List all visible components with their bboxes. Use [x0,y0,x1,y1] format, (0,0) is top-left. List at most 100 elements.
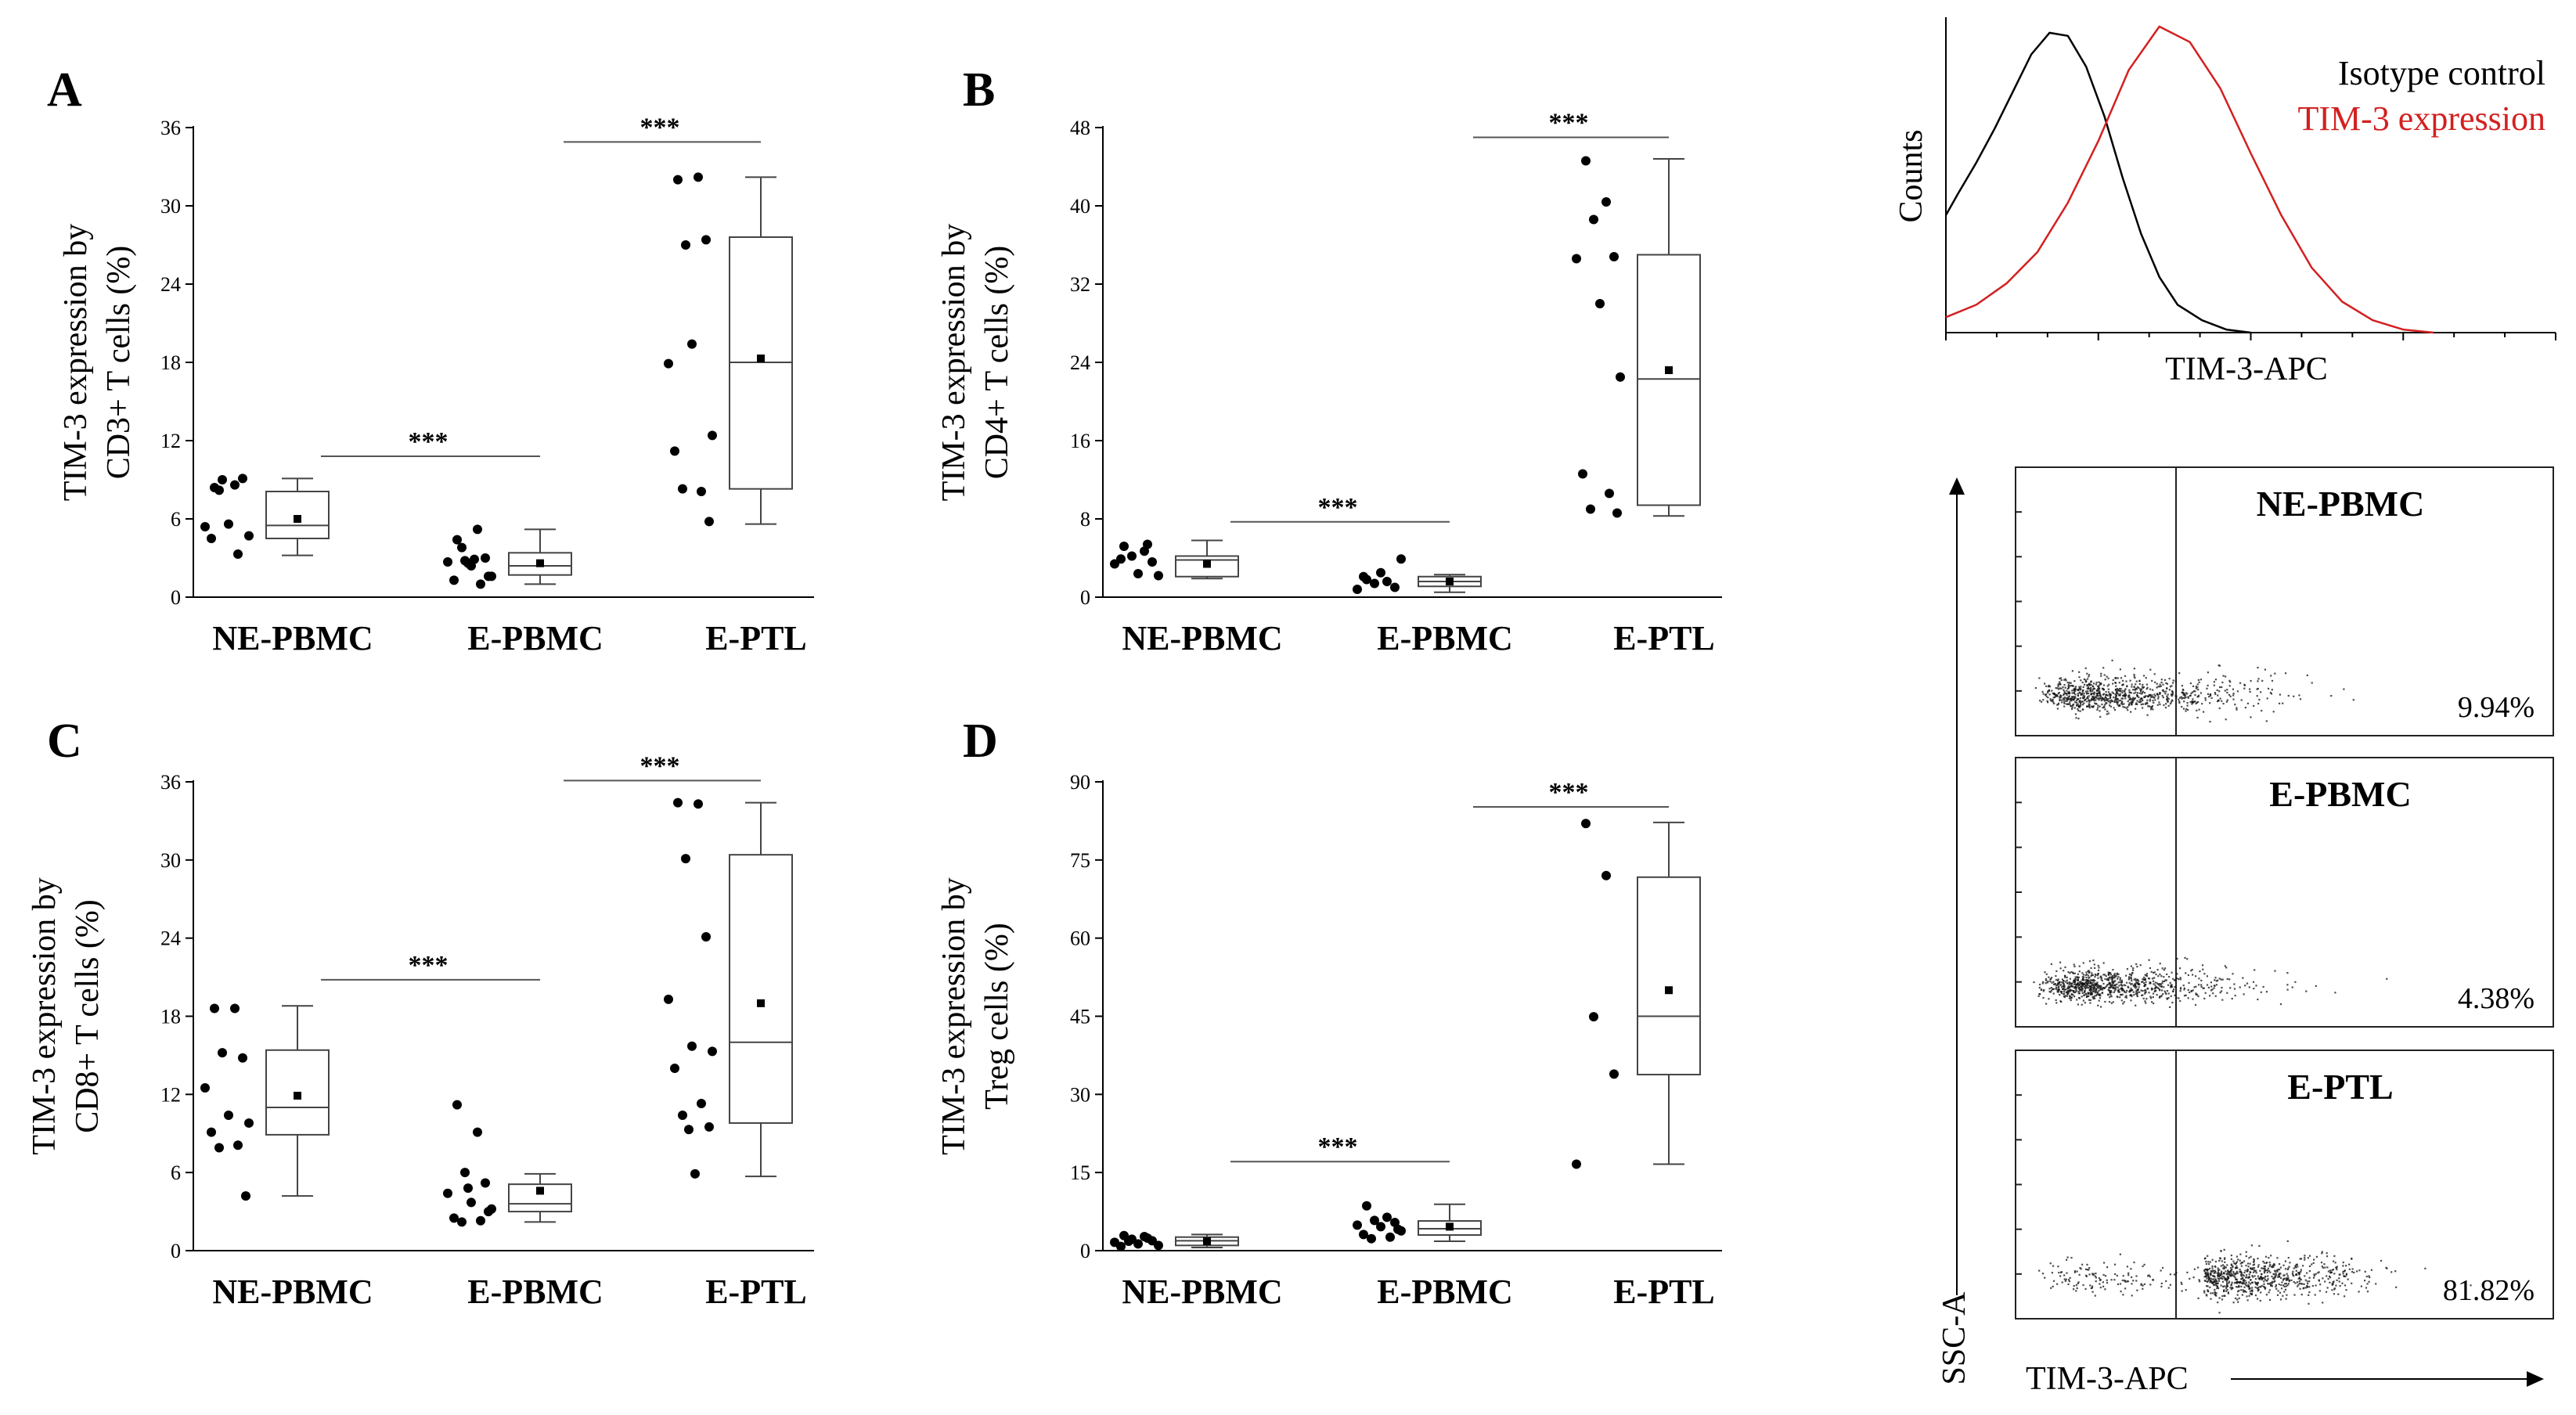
event-dot [2093,697,2095,700]
event-dot [2175,996,2178,999]
event-dot [2152,700,2154,702]
event-dot [2287,1267,2290,1269]
event-dot [2077,703,2079,705]
event-dot [2081,985,2084,987]
event-dot [2192,974,2194,976]
event-dot [2109,972,2112,974]
event-dot [2073,698,2075,700]
event-dot [2099,687,2101,689]
event-dot [2245,1291,2247,1293]
event-dot [2072,994,2074,996]
event-dot [2186,693,2189,695]
event-dot [2209,694,2212,697]
event-dot [2142,707,2144,709]
event-dot [2135,1004,2137,1006]
event-dot [2151,679,2153,682]
event-dot [2097,704,2099,707]
event-dot [2088,985,2091,987]
event-dot [2064,1280,2066,1282]
event-dot [2077,976,2080,978]
event-dot [2129,697,2131,699]
event-dot [2213,684,2215,686]
event-dot [2291,986,2293,988]
data-point [1353,585,1362,594]
data-point [1609,252,1619,261]
event-dot [2160,681,2163,684]
event-dot [2216,689,2218,691]
event-dot [2066,993,2069,996]
event-dot [2204,699,2207,701]
event-dot [2086,705,2088,708]
event-dot [2124,991,2126,993]
data-point [1581,819,1591,829]
event-dot [2109,697,2112,699]
event-dot [2229,681,2232,683]
data-point [1359,571,1368,581]
event-dot [2088,674,2091,676]
event-dot [2258,1277,2261,1280]
event-dot [2318,1271,2320,1273]
event-dot [2306,674,2308,676]
event-dot [2127,697,2130,699]
event-dot [2093,696,2095,698]
event-dot [2061,699,2063,701]
event-dot [2198,978,2200,980]
event-dot [2098,1277,2101,1280]
data-point [670,1064,679,1074]
event-dot [2124,690,2126,693]
event-dot [2221,1276,2224,1278]
event-dot [2145,984,2147,986]
event-dot [2120,1291,2122,1293]
event-dot [2219,1257,2221,1259]
event-dot [2386,978,2388,980]
event-dot [2163,967,2167,970]
event-dot [2108,974,2110,976]
event-dot [2250,679,2252,682]
event-dot [2135,683,2137,686]
event-dot [2113,1279,2116,1281]
data-point [1616,372,1625,382]
event-dot [2125,981,2128,984]
y-axis-label: TIM-3 expression by [58,224,94,502]
event-dot [2204,1276,2207,1278]
event-dot [2215,980,2218,982]
event-dot [2080,704,2082,707]
event-dot [2091,991,2094,993]
event-dot [2107,688,2109,690]
event-dot [2127,1272,2130,1274]
category-label: NE-PBMC [1122,1273,1282,1311]
event-dot [2279,1266,2282,1269]
event-dot [2306,1285,2308,1287]
event-dot [2141,692,2144,694]
data-point [1589,214,1598,225]
event-dot [2176,957,2178,960]
event-dot [2142,997,2145,999]
event-dot [2079,710,2081,712]
event-dot [2063,985,2065,988]
event-dot [2143,981,2145,985]
event-dot [2134,688,2136,690]
event-dot [2130,698,2132,700]
data-point [214,1143,224,1153]
event-dot [2047,701,2049,704]
event-dot [2097,992,2099,995]
event-dot [2308,1286,2311,1288]
event-dot [2168,689,2171,691]
event-dot [2347,1278,2349,1280]
event-dot [2153,697,2156,699]
event-dot [2277,1276,2279,1278]
event-dot [2131,1294,2133,1297]
event-dot [2088,980,2091,982]
event-dot [2266,1271,2268,1273]
event-dot [2225,1266,2227,1269]
event-dot [2077,693,2079,695]
event-dot [2082,974,2084,976]
event-dot [2153,1002,2155,1005]
event-dot [2268,1261,2271,1264]
event-dot [2244,1280,2246,1282]
event-dot [2079,700,2081,702]
event-dot [2328,1275,2331,1277]
event-dot [2214,1288,2216,1291]
event-dot [2253,704,2255,708]
event-dot [2188,981,2190,984]
